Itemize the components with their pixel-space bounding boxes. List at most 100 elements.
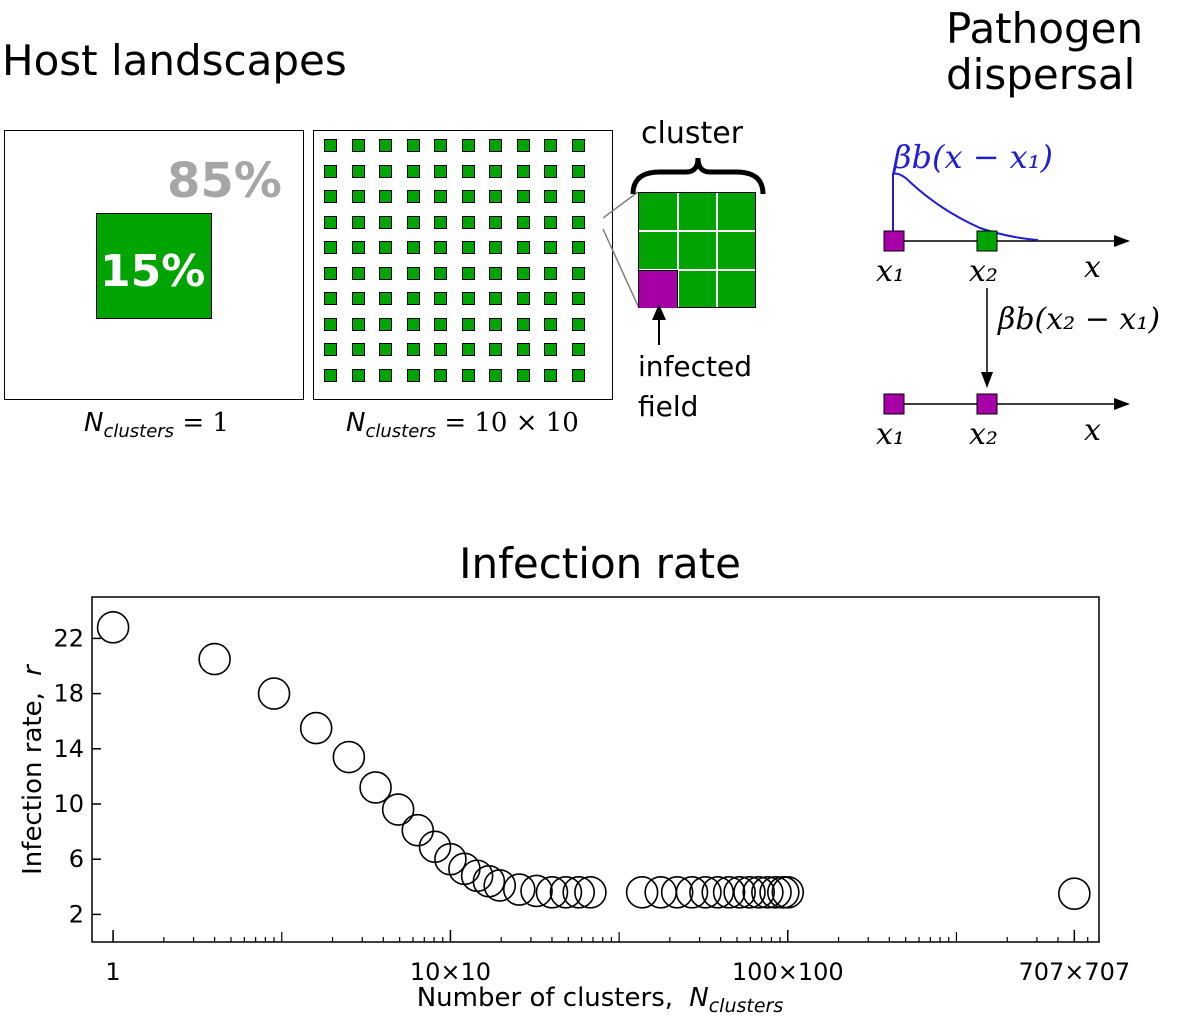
pathogen-title-line1: Pathogen [946, 4, 1144, 53]
host-cluster-square [544, 190, 557, 203]
cluster-label: cluster [641, 116, 744, 151]
landscape-many-clusters [313, 130, 613, 400]
host-cluster-square [324, 292, 337, 305]
upper-axis-arrowhead [1114, 235, 1130, 247]
percent-background-label: 85% [167, 153, 282, 209]
host-cluster-square [379, 343, 392, 356]
host-cluster-square [324, 368, 337, 382]
host-cluster-square [489, 164, 502, 178]
n-symbol: N [346, 408, 366, 438]
y-axis-label-symbol: r [18, 665, 48, 676]
source-field-marker-after [883, 393, 905, 415]
x-axis-label-subscript: clusters [708, 995, 784, 1018]
data-point [751, 876, 784, 909]
data-point [96, 611, 130, 644]
host-cluster-square [571, 266, 585, 280]
data-point [359, 771, 392, 804]
host-cluster-square [489, 368, 502, 382]
host-cluster-square [544, 215, 557, 229]
host-cluster-square [516, 241, 530, 254]
kernel-label: βb(x − x₁) [893, 138, 1054, 176]
host-cluster-square [406, 164, 420, 178]
cluster-zoom [638, 192, 756, 308]
host-cluster-square [324, 215, 337, 229]
host-cluster-square [406, 368, 420, 382]
infected-arrow-head [652, 304, 666, 320]
data-point [723, 876, 756, 909]
host-cluster-square [544, 164, 557, 178]
host-cluster-square [324, 343, 337, 356]
host-cluster-square [379, 266, 392, 280]
host-cluster-square [434, 190, 447, 203]
x-label-lower: x [1084, 413, 1101, 448]
lower-axis-arrowhead [1114, 398, 1130, 410]
data-point [625, 876, 659, 909]
host-cluster-square [489, 190, 502, 203]
host-cluster-square [406, 215, 420, 229]
data-point [535, 876, 569, 909]
host-cluster-square [571, 368, 585, 382]
host-cluster-square [434, 292, 447, 305]
host-cluster-square [516, 292, 530, 305]
host-cluster-square [544, 343, 557, 356]
host-cluster-square [461, 241, 475, 254]
host-cluster-square [434, 139, 447, 152]
host-cluster-square [351, 241, 365, 254]
host-cluster-square [461, 139, 475, 152]
x-axis-label: Number of clusters, Nclusters [0, 983, 1200, 1017]
host-cluster-square [406, 190, 420, 203]
target-field-marker [976, 230, 998, 252]
host-cluster-square [571, 215, 585, 229]
x-tick-label: 1 [105, 958, 120, 986]
host-cluster-square [461, 343, 475, 356]
host-cluster-square [544, 241, 557, 254]
y-axis-label-text: Infection rate, [18, 692, 48, 875]
percent-host-label: 15% [100, 246, 206, 297]
data-point [198, 642, 231, 676]
data-point [742, 876, 776, 909]
x-tick-label: 10×10 [410, 958, 491, 986]
data-point [520, 874, 553, 908]
host-cluster-square [379, 164, 392, 178]
data-point [483, 869, 517, 902]
host-cluster-square [324, 164, 337, 178]
x-tick-label: 100×100 [732, 958, 844, 986]
data-point [381, 793, 415, 826]
x1-label-lower: x₁ [876, 417, 905, 452]
n-subscript: clusters [365, 421, 437, 443]
zoom-line-bottom [602, 228, 639, 307]
host-cluster-square [571, 139, 585, 152]
host-cluster-square [571, 317, 585, 331]
transfer-label: βb(x₂ − x₁) [998, 302, 1161, 337]
source-field-marker [883, 230, 905, 252]
host-cluster-square [351, 164, 365, 178]
host-cluster-square [489, 241, 502, 254]
host-cluster-square [406, 241, 420, 254]
data-point [759, 876, 792, 909]
host-cluster-square [516, 164, 530, 178]
n-value: = 10 × 10 [444, 408, 579, 438]
host-cluster-square [379, 368, 392, 382]
cluster-grid-line [639, 230, 755, 232]
cluster-brace [630, 157, 766, 195]
data-point [689, 876, 722, 909]
host-cluster-square [516, 215, 530, 229]
landscape-single-cluster: 85% 15% [4, 130, 304, 400]
host-cluster-square [406, 292, 420, 305]
data-point [448, 852, 481, 886]
host-cluster-square [516, 190, 530, 203]
infected-label-line2: field [638, 390, 699, 423]
host-cluster-square [379, 317, 392, 331]
host-cluster-square [324, 190, 337, 203]
y-tick-label: 2 [69, 900, 84, 928]
n-symbol: N [84, 408, 104, 438]
infected-field-label: infected field [638, 347, 752, 427]
host-cluster-square [379, 241, 392, 254]
host-cluster-square [351, 343, 365, 356]
host-cluster-block [96, 213, 212, 319]
y-tick-label: 6 [69, 845, 84, 873]
host-cluster-square [379, 215, 392, 229]
dispersal-kernel-curve [892, 172, 1039, 241]
host-cluster-square [324, 241, 337, 254]
